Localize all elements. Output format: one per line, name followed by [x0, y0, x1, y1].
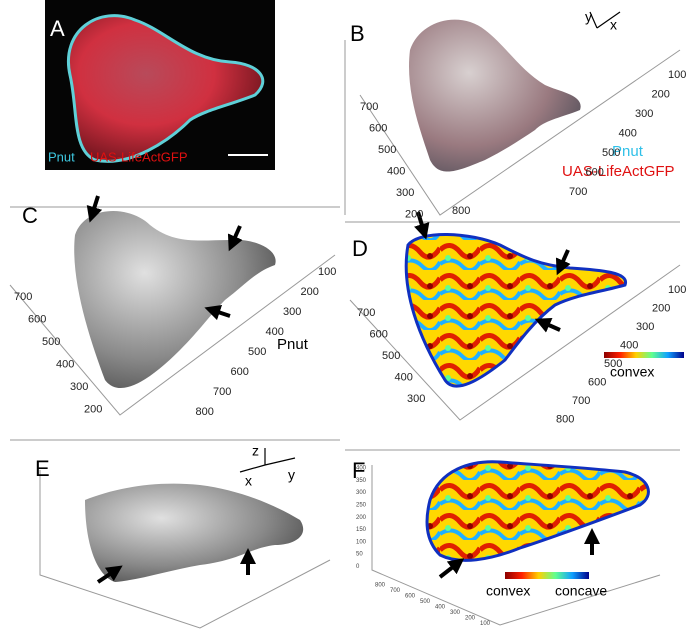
tick-label: 800 — [556, 413, 574, 425]
arrow — [92, 196, 98, 215]
tick-label: 100 — [480, 621, 491, 627]
tick-label: 700 — [572, 395, 590, 407]
panel-label: D — [352, 236, 368, 261]
tick-label: 600 — [588, 376, 606, 388]
tick-label: 250 — [356, 502, 367, 508]
cell — [409, 20, 581, 172]
tick-label: 400 — [619, 127, 637, 139]
colorbar-label: convex — [486, 583, 530, 599]
tick-label: 700 — [390, 588, 401, 594]
tick-label: 300 — [407, 393, 425, 405]
colorbar-label: concave — [555, 583, 607, 599]
tick-label: 600 — [369, 122, 387, 134]
tick-label: 200 — [84, 403, 102, 415]
axes-key — [240, 448, 295, 472]
tick-label: 600 — [231, 366, 249, 378]
tick-label: 0 — [356, 564, 360, 570]
tick-label: 600 — [370, 328, 388, 340]
legend-lifeact: UAS-LifeActGFP — [562, 163, 675, 180]
tick-label: 200 — [652, 302, 670, 314]
tick-label: 700 — [14, 291, 32, 303]
tick-label: 100 — [668, 284, 686, 296]
tick-label: 500 — [602, 147, 620, 159]
arrow — [560, 250, 568, 268]
panel-label: C — [22, 203, 38, 228]
cell — [406, 234, 625, 386]
tick-label: 400 — [387, 165, 405, 177]
cell — [85, 484, 303, 582]
tick-label: 300 — [283, 306, 301, 318]
tick-label: 800 — [196, 406, 214, 418]
axes-key-label: x — [610, 17, 617, 33]
tick-label: 500 — [604, 358, 622, 370]
tick-label: 400 — [356, 466, 367, 472]
figure: A Pnut UAS-LifeActGFP B y x Pnut UAS-Lif… — [0, 0, 690, 631]
tick-label: 800 — [375, 583, 386, 589]
axes-key-label: x — [245, 473, 252, 489]
tick-label: 800 — [452, 205, 470, 217]
tick-label: 300 — [450, 610, 461, 616]
tick-label: 400 — [620, 339, 638, 351]
tick-label: 150 — [356, 527, 367, 533]
tick-label: 600 — [586, 166, 604, 178]
tick-label: 500 — [382, 350, 400, 362]
axes-key-label: z — [252, 443, 259, 459]
tick-label: 400 — [435, 605, 446, 611]
tick-label: 300 — [635, 108, 653, 120]
tick-label: 200 — [465, 616, 476, 622]
cell — [74, 211, 275, 388]
tick-label: 100 — [318, 266, 336, 278]
tick-label: 700 — [569, 186, 587, 198]
arrow — [212, 310, 230, 316]
tick-label: 700 — [357, 307, 375, 319]
tick-label: 400 — [266, 326, 284, 338]
tick-label: 700 — [360, 101, 378, 113]
panel-label: B — [350, 21, 365, 46]
legend-lifeact: UAS-LifeActGFP — [90, 149, 188, 164]
tick-label: 600 — [405, 594, 416, 600]
tick-label: 300 — [70, 381, 88, 393]
panel-label: E — [35, 456, 50, 481]
colorbar — [505, 572, 589, 579]
tick-label: 300 — [636, 321, 654, 333]
panel-label: A — [50, 16, 65, 41]
tick-label: 500 — [378, 144, 396, 156]
tick-label: 500 — [42, 336, 60, 348]
tick-label: 400 — [56, 358, 74, 370]
tick-label: 300 — [396, 187, 414, 199]
tick-label: 200 — [356, 515, 367, 521]
arrow — [542, 322, 560, 330]
axes-key-label: y — [585, 9, 592, 25]
tick-label: 500 — [248, 346, 266, 358]
tick-label: 100 — [356, 539, 367, 545]
tick-label: 200 — [301, 286, 319, 298]
tick-label: 350 — [356, 478, 367, 484]
tick-label: 600 — [28, 313, 46, 325]
legend-pnut: Pnut — [277, 336, 309, 353]
tick-label: 500 — [420, 599, 431, 605]
cell — [427, 462, 648, 561]
arrow — [440, 563, 458, 577]
tick-label: 50 — [356, 552, 363, 558]
axes-key-label: y — [288, 467, 295, 483]
tick-label: 700 — [213, 386, 231, 398]
legend-pnut: Pnut — [48, 149, 75, 164]
tick-label: 300 — [356, 490, 367, 496]
tick-label: 400 — [395, 371, 413, 383]
tick-label: 100 — [668, 69, 686, 81]
tick-label: 200 — [405, 208, 423, 220]
tick-label: 200 — [652, 88, 670, 100]
